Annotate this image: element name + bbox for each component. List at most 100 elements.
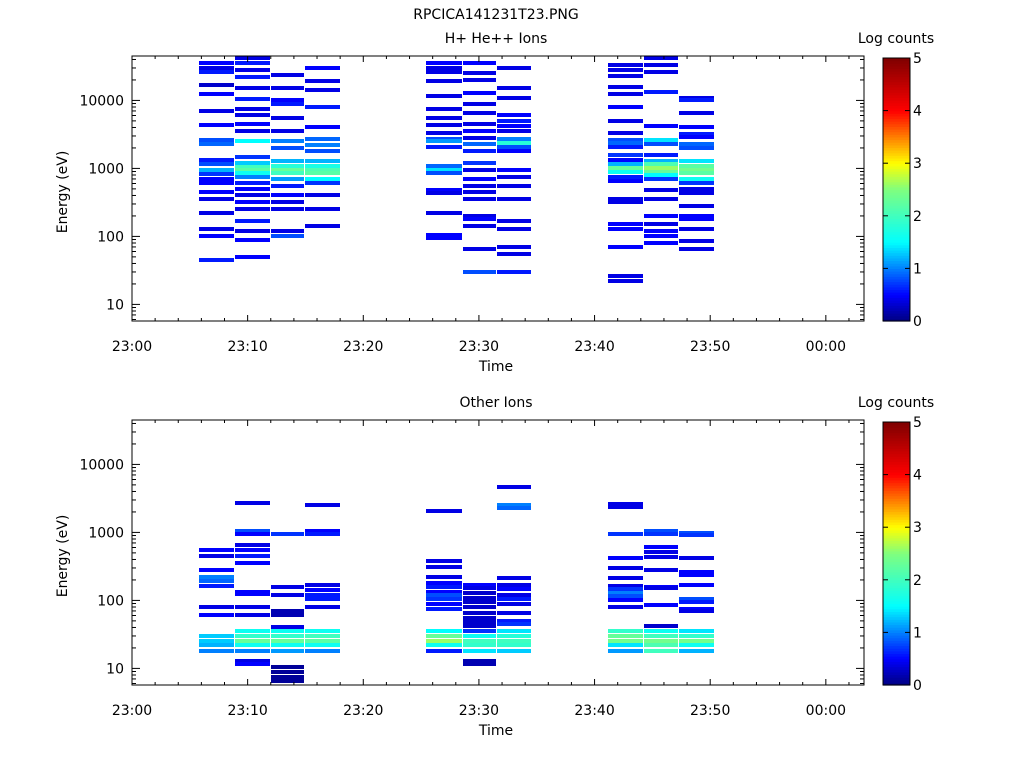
heatmap-cell — [679, 132, 714, 136]
heatmap-cell — [644, 90, 678, 94]
colorbar-segment — [883, 435, 910, 439]
colorbar-segment — [883, 624, 910, 628]
heatmap-cell — [644, 138, 678, 142]
heatmap-cell — [644, 234, 678, 238]
heatmap-cell — [235, 643, 270, 647]
colorbar-segment — [883, 307, 910, 312]
colorbar-segment — [883, 422, 910, 426]
heatmap-cell — [608, 584, 643, 588]
heatmap-cell — [199, 92, 234, 96]
heatmap-cell — [426, 607, 462, 611]
colorbar-segment — [883, 574, 910, 578]
heatmap-cell — [497, 245, 531, 249]
heatmap-cell — [463, 129, 496, 133]
heatmap-cell — [644, 124, 678, 128]
heatmap-cell — [426, 649, 462, 653]
colorbar-segment — [883, 671, 910, 676]
y-tick-label: 100 — [97, 229, 124, 245]
heatmap-cell — [644, 159, 678, 163]
colorbar-segment — [883, 244, 910, 248]
heatmap-cell — [608, 85, 643, 89]
heatmap-cell — [463, 616, 496, 620]
heatmap-cell — [679, 135, 714, 139]
colorbar-segment — [883, 443, 910, 447]
colorbar-segment — [883, 479, 910, 484]
heatmap-cell — [463, 611, 496, 615]
colorbar-segment — [883, 160, 910, 164]
heatmap-cell — [235, 501, 270, 505]
heatmap-cell — [679, 533, 714, 537]
colorbar-segment — [883, 173, 910, 177]
colorbar-segment — [883, 121, 910, 125]
heatmap-cell — [305, 649, 340, 653]
x-tick-label: 23:00 — [112, 703, 152, 719]
heatmap-cell — [199, 70, 234, 74]
heatmap-cell — [608, 576, 643, 580]
colorbar-segment — [883, 231, 910, 235]
heatmap-cell — [644, 568, 678, 572]
heatmap-cell — [199, 142, 234, 146]
heatmap-cell — [608, 532, 643, 536]
heatmap-cell — [235, 529, 270, 533]
colorbar-segment — [883, 73, 910, 78]
heatmap-cell — [463, 111, 496, 115]
heatmap-cell — [271, 168, 304, 172]
heatmap-cell — [644, 166, 678, 170]
colorbar-segment — [883, 163, 910, 167]
colorbar-segment — [883, 150, 910, 154]
colorbar-segment — [883, 139, 910, 143]
colorbar-segment — [883, 157, 910, 162]
heatmap-cell — [426, 590, 462, 594]
colorbar-tick-label: 0 — [913, 314, 922, 330]
heatmap-cell — [199, 190, 234, 194]
heatmap-cell — [644, 639, 678, 643]
heatmap-cell — [271, 177, 304, 181]
colorbar-segment — [883, 118, 910, 122]
colorbar-segment — [883, 315, 910, 319]
colorbar-segment — [883, 653, 910, 657]
heatmap-cell — [497, 629, 531, 633]
heatmap-cell — [426, 94, 462, 98]
heatmap-cell — [463, 659, 496, 663]
heatmap-cell — [679, 227, 714, 231]
heatmap-cell — [235, 662, 270, 666]
colorbar-segment — [883, 542, 910, 547]
colorbar-segment — [883, 268, 910, 272]
heatmap-cell — [644, 241, 678, 245]
heatmap-cell — [497, 184, 531, 188]
heatmap-cell — [305, 593, 340, 597]
heatmap-cell — [235, 75, 270, 79]
colorbar-segment — [883, 592, 910, 597]
heatmap-cell — [235, 554, 270, 558]
heatmap-cell — [426, 585, 462, 589]
heatmap-cell — [426, 131, 462, 135]
heatmap-cell — [463, 177, 496, 181]
heatmap-cell — [235, 68, 270, 72]
colorbar-segment — [883, 469, 910, 473]
colorbar-segment — [883, 297, 910, 301]
colorbar-segment — [883, 302, 910, 306]
heatmap-cell — [497, 96, 531, 100]
heatmap-cell — [679, 600, 714, 604]
heatmap-cell — [199, 584, 234, 588]
heatmap-cell — [426, 79, 462, 83]
colorbar-frame — [882, 421, 911, 686]
heatmap-cell — [235, 165, 270, 169]
colorbar-segment — [883, 234, 910, 238]
colorbar-segment — [883, 487, 910, 491]
heatmap-cell — [679, 247, 714, 251]
heatmap-cell — [305, 532, 340, 536]
heatmap-cell — [463, 149, 496, 153]
heatmap-cell — [426, 602, 462, 606]
colorbar-segment — [883, 590, 910, 594]
heatmap-cell — [426, 171, 462, 175]
colorbar-tick-label: 2 — [913, 573, 922, 589]
colorbar-segment — [883, 129, 910, 133]
heatmap-cell — [463, 629, 496, 633]
colorbar-segment — [883, 606, 910, 610]
colorbar-segment — [883, 105, 910, 109]
x-axis-label: Time — [478, 723, 513, 739]
heatmap-cell — [271, 532, 304, 536]
heatmap-cell — [235, 200, 270, 204]
heatmap-cell — [426, 211, 462, 215]
